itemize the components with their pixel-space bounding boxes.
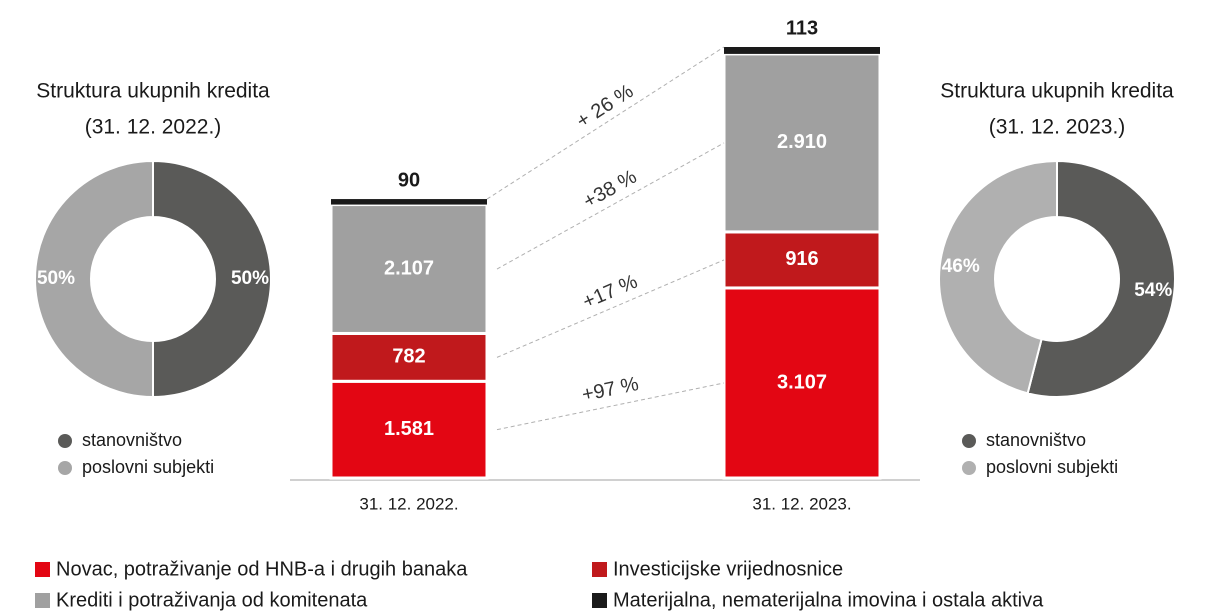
growth-label: +97 % [580, 373, 641, 406]
x-tick-label: 31. 12. 2023. [752, 494, 851, 513]
chart-title: Struktura ukupnih kredita [940, 80, 1174, 103]
value-label: 782 [392, 346, 425, 368]
value-label: 1.581 [384, 418, 434, 440]
donut-slice [1026, 159, 1176, 398]
x-tick-label: 31. 12. 2022. [359, 494, 458, 513]
legend-label: Novac, potraživanje od HNB-a i drugih ba… [56, 558, 468, 580]
connector [496, 259, 725, 358]
legend-dot [58, 434, 72, 448]
legend-label: stanovništvo [986, 430, 1086, 450]
chart-subtitle: (31. 12. 2023.) [989, 116, 1126, 139]
total-label: 90 [398, 169, 420, 191]
chart-subtitle: (31. 12. 2022.) [85, 116, 222, 139]
bar-segment [722, 286, 882, 480]
legend-label: stanovništvo [82, 430, 182, 450]
legend-swatch [592, 562, 607, 577]
legend-label: Materijalna, nematerijalna imovina i ost… [613, 589, 1044, 611]
legend-label: Krediti i potraživanja od komitenata [56, 589, 368, 611]
legend-dot [962, 434, 976, 448]
value-label: 916 [785, 248, 818, 270]
legend-swatch [592, 593, 607, 608]
connector [496, 142, 725, 270]
total-label: 113 [786, 17, 818, 39]
bar-segment [724, 47, 880, 54]
slice-label: 50% [37, 268, 75, 289]
value-label: 3.107 [777, 371, 827, 393]
legend-dot [962, 461, 976, 475]
bar-segment [329, 379, 489, 480]
legend-swatch [35, 593, 50, 608]
legend-label: poslovni subjekti [82, 457, 214, 477]
donut-slice [152, 159, 272, 399]
slice-label: 50% [231, 268, 269, 289]
value-label: 2.910 [777, 131, 827, 153]
donut-slice [938, 159, 1058, 395]
donut-slice [34, 159, 154, 399]
slice-label: 54% [1134, 280, 1172, 301]
connector [486, 46, 725, 200]
slice-label: 46% [942, 256, 980, 277]
legend-swatch [35, 562, 50, 577]
legend-label: Investicijske vrijednosnice [613, 558, 843, 580]
connector [496, 382, 725, 431]
growth-label: + 26 % [573, 80, 638, 133]
bar-segment [722, 52, 882, 234]
bar-segment [329, 331, 489, 383]
growth-label: +17 % [580, 271, 641, 314]
value-label: 2.107 [384, 257, 434, 279]
bar-segment [331, 199, 487, 205]
chart-title: Struktura ukupnih kredita [36, 80, 270, 103]
legend-dot [58, 461, 72, 475]
legend-label: poslovni subjekti [986, 457, 1118, 477]
